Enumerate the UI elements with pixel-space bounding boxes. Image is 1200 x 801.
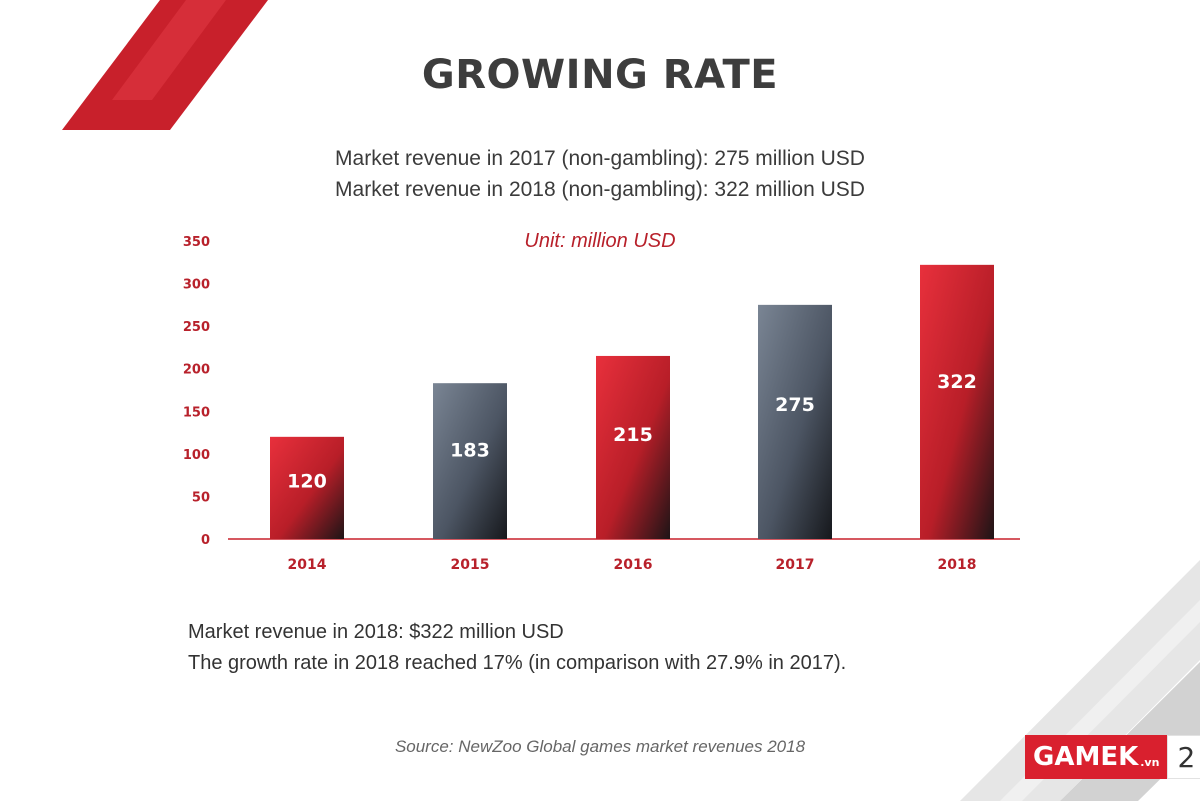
y-tick-label: 100 xyxy=(183,448,210,463)
bar-2016 xyxy=(596,355,670,539)
page-title: GROWING RATE xyxy=(421,52,779,98)
x-tick-label: 2014 xyxy=(288,557,327,573)
data-label-2018: 322 xyxy=(937,371,977,393)
data-label-2014: 120 xyxy=(287,471,327,493)
x-tick-label: 2016 xyxy=(614,557,653,573)
data-label-2016: 215 xyxy=(613,424,653,446)
bar-2018 xyxy=(920,264,994,539)
subtitle-revenue-2017: Market revenue in 2017 (non-gambling): 2… xyxy=(335,147,865,170)
data-label-2015: 183 xyxy=(450,440,490,462)
subtitle-revenue-2018: Market revenue in 2018 (non-gambling): 3… xyxy=(335,178,865,201)
bars-group: 120 183 215 275 322 xyxy=(270,264,994,539)
note-growth-rate: The growth rate in 2018 reached 17% (in … xyxy=(188,652,847,674)
y-tick-label: 300 xyxy=(183,278,210,293)
bar-2015 xyxy=(433,383,507,539)
page-number: 2 xyxy=(1167,735,1200,779)
data-label-2017: 275 xyxy=(775,394,815,416)
logo-suffix: .vn xyxy=(1140,755,1160,769)
source-citation: Source: NewZoo Global games market reven… xyxy=(394,737,806,756)
logo-badge: GAMEK .vn xyxy=(1025,735,1168,779)
y-tick-label: 50 xyxy=(192,490,210,505)
y-tick-label: 350 xyxy=(183,235,210,250)
y-tick-label: 0 xyxy=(201,533,210,548)
y-tick-label: 250 xyxy=(183,320,210,335)
y-tick-label: 150 xyxy=(183,405,210,420)
note-market-revenue: Market revenue in 2018: $322 million USD xyxy=(188,621,564,643)
x-tick-label: 2015 xyxy=(451,557,490,573)
x-axis: 2014 2015 2016 2017 2018 xyxy=(288,557,977,573)
gamek-logo: GAMEK .vn 2 xyxy=(1025,735,1200,779)
y-axis: 0 50 100 150 200 250 300 350 xyxy=(183,235,210,548)
unit-label: Unit: million USD xyxy=(524,230,676,252)
logo-text: GAMEK xyxy=(1033,742,1139,772)
x-tick-label: 2017 xyxy=(776,557,815,573)
x-tick-label: 2018 xyxy=(938,557,977,573)
bar-2017 xyxy=(758,304,832,539)
bar-2014 xyxy=(270,436,344,539)
y-tick-label: 200 xyxy=(183,363,210,378)
